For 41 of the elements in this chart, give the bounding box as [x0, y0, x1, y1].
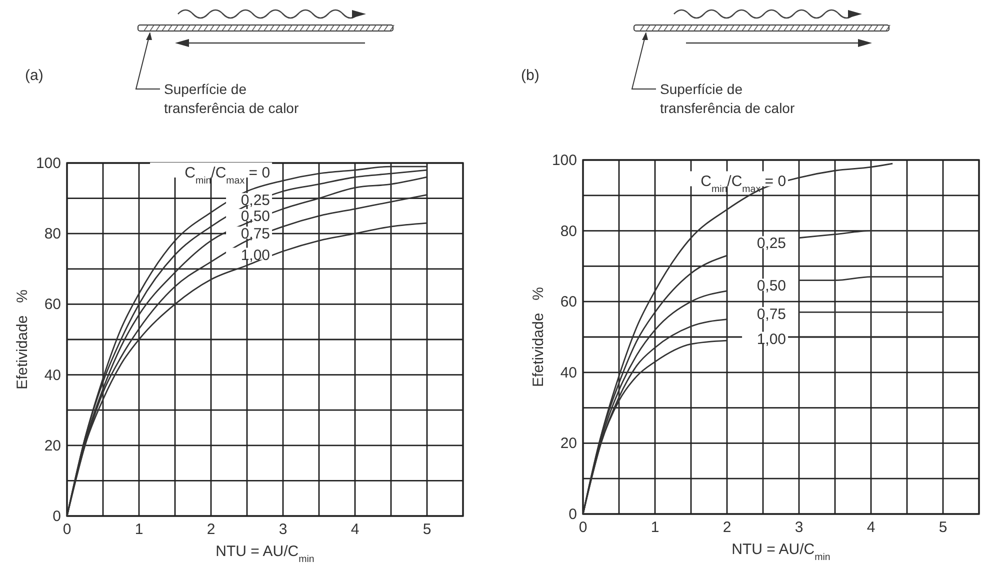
- series-label: 1,00: [756, 330, 786, 348]
- series-label: 0,75: [756, 306, 786, 323]
- series-label: 0,50: [756, 278, 786, 295]
- y-axis-title: Efetividade %: [530, 286, 547, 388]
- x-tick-label: 0: [578, 519, 588, 536]
- text: Superfície de transferência de calor: [660, 81, 795, 116]
- y-tick-label: 40: [560, 364, 577, 382]
- x-tick-label: 2: [722, 519, 732, 536]
- x-tick-label: 3: [278, 521, 288, 538]
- y-tick-label: 20: [44, 437, 61, 454]
- text: Superfície de transferência de calor: [164, 81, 299, 116]
- x-tick-label: 3: [794, 519, 804, 536]
- x-tick-label: 4: [866, 519, 876, 536]
- series-label: C$_{min}$/C$_{max}$ = 0: [184, 164, 270, 186]
- y-tick-label: 40: [44, 366, 61, 384]
- y-tick-label: 80: [44, 226, 61, 243]
- chart-title: (b): [521, 67, 540, 84]
- x-axis-title: NTU = AU/C$_{min}$: [732, 541, 830, 562]
- y-tick-label: 20: [560, 435, 577, 452]
- x-tick-label: 5: [422, 521, 432, 538]
- x-tick-label: 2: [206, 521, 216, 538]
- chart-title: (a): [25, 67, 44, 84]
- x-tick-label: 4: [350, 521, 360, 538]
- y-tick-label: 80: [560, 222, 577, 240]
- series-label: 0,75: [240, 226, 270, 243]
- y-tick-label: 100: [36, 155, 61, 172]
- series-label: 0,50: [240, 208, 270, 225]
- series-label: 1,00: [240, 246, 270, 264]
- x-tick-label: 1: [650, 519, 660, 536]
- y-tick-label: 60: [44, 296, 61, 314]
- y-tick-label: 100: [552, 152, 577, 169]
- series-label: 0,25: [756, 235, 786, 252]
- y-tick-label: 60: [560, 294, 577, 311]
- x-tick-label: 1: [134, 521, 144, 538]
- x-axis-title: NTU = AU/C$_{min}$: [216, 543, 314, 564]
- y-tick-label: 0: [568, 506, 577, 523]
- x-tick-label: 5: [938, 519, 948, 536]
- x-tick-label: 0: [62, 521, 72, 538]
- y-tick-label: 0: [52, 508, 61, 525]
- y-axis-title: Efetividade %: [14, 289, 31, 390]
- series-label: 0,25: [240, 192, 270, 210]
